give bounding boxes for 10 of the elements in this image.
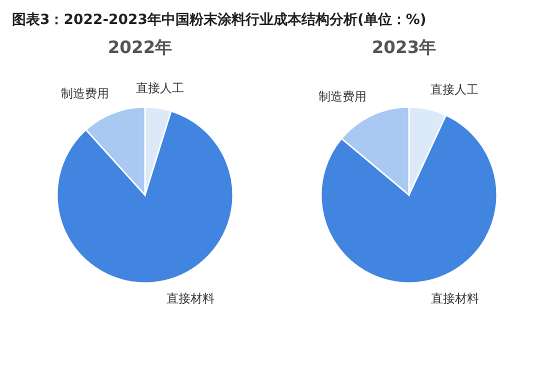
slice-label: 直接人工 — [136, 81, 184, 96]
slice-label: 制造费用 — [318, 89, 367, 104]
chart-subtitle: 2023年 — [372, 37, 436, 60]
slice-label: 直接材料 — [166, 292, 215, 306]
slice-label: 直接人工 — [430, 82, 479, 96]
slice-label: 制造费用 — [61, 86, 110, 101]
chart-subtitle: 2022年 — [108, 37, 172, 60]
chart-title: 图表3：2022-2023年中国粉末涂料行业成本结构分析(单位：%) — [11, 11, 428, 30]
pie-slice — [56, 110, 234, 284]
slice-label: 直接材料 — [430, 292, 479, 306]
